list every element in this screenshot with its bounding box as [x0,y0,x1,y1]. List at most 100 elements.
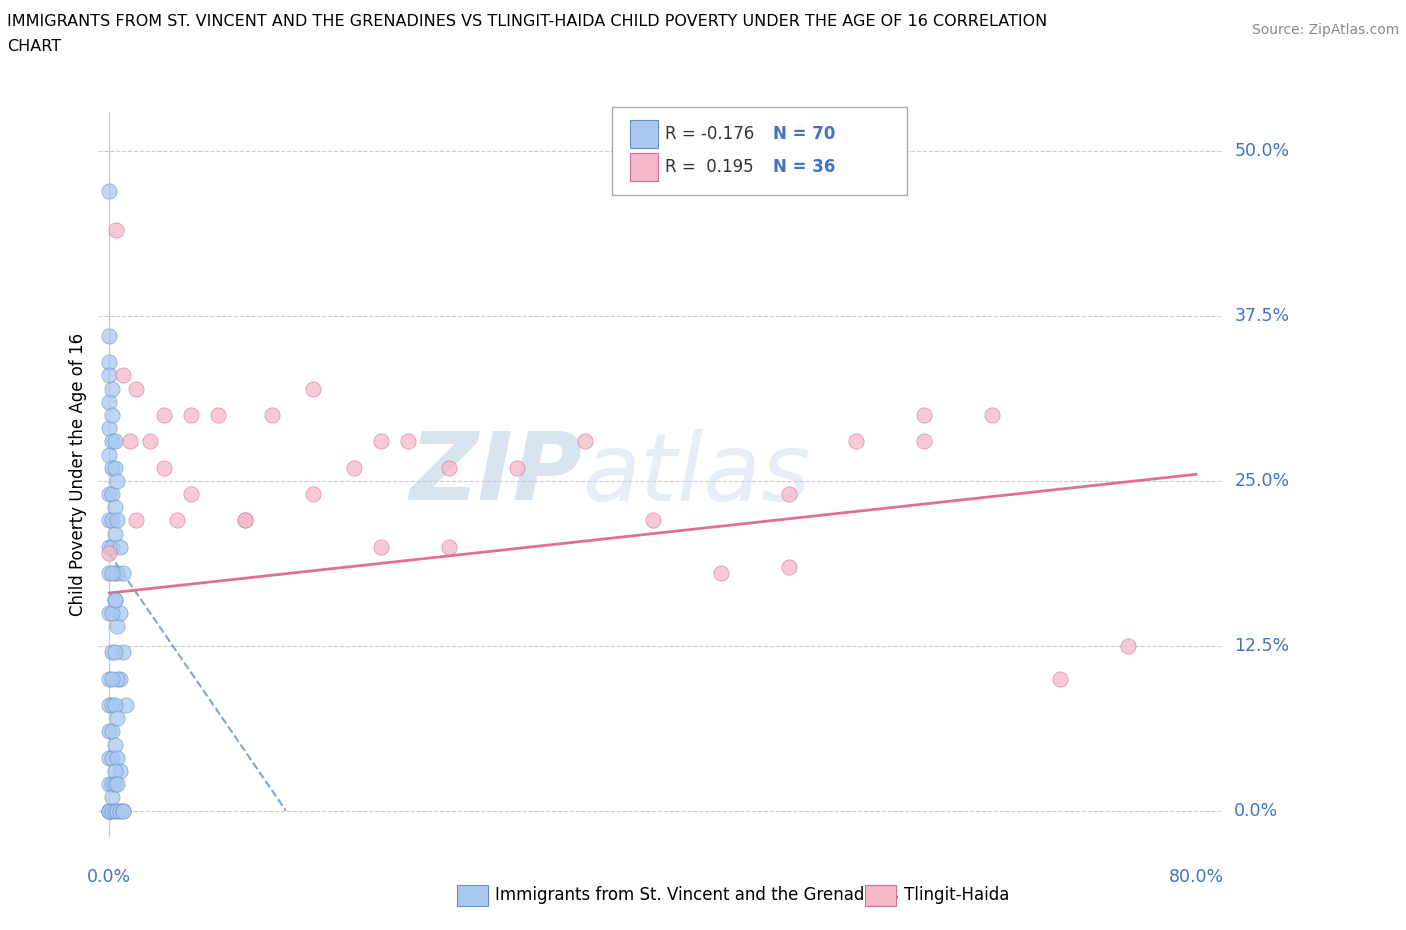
Text: N = 70: N = 70 [773,125,835,143]
Point [104,565,127,580]
Point [98,698,121,712]
Point [104,592,127,607]
Point [710,565,733,580]
Point [98,513,121,528]
Point [101,804,124,818]
Point [114,698,136,712]
Point [107,618,129,633]
Text: 50.0%: 50.0% [1234,142,1289,160]
Point [233,513,256,528]
Point [98,671,121,686]
Point [108,605,131,620]
Point [302,381,325,396]
Point [104,434,127,449]
Text: 12.5%: 12.5% [1234,637,1289,655]
Point [104,592,127,607]
Point [101,513,124,528]
Text: Tlingit-Haida: Tlingit-Haida [904,885,1010,904]
Point [104,737,127,752]
Point [101,724,124,739]
Text: Source: ZipAtlas.com: Source: ZipAtlas.com [1251,23,1399,37]
Point [207,407,229,422]
Point [98,354,121,369]
Point [111,804,134,818]
Point [98,328,121,343]
Point [98,605,121,620]
Point [125,513,148,528]
Point [107,513,129,528]
Point [1049,671,1071,686]
Text: 25.0%: 25.0% [1234,472,1289,490]
Point [98,183,121,198]
Point [506,460,529,475]
Point [101,605,124,620]
Point [104,777,127,791]
Point [107,777,129,791]
Point [912,434,935,449]
Point [98,724,121,739]
Point [262,407,284,422]
Text: IMMIGRANTS FROM ST. VINCENT AND THE GRENADINES VS TLINGIT-HAIDA CHILD POVERTY UN: IMMIGRANTS FROM ST. VINCENT AND THE GREN… [7,14,1047,29]
Point [778,486,800,501]
Point [101,644,124,659]
Point [166,513,188,528]
Point [574,434,596,449]
Point [101,539,124,554]
Point [778,559,800,574]
Point [180,407,202,422]
Point [98,486,121,501]
Point [1116,638,1139,653]
Text: 0.0%: 0.0% [1234,802,1278,819]
Text: 80.0%: 80.0% [1168,868,1223,885]
Point [107,671,129,686]
Point [101,381,124,396]
Point [108,764,131,778]
Point [152,460,174,475]
Point [107,711,129,725]
Text: N = 36: N = 36 [773,158,835,177]
Point [101,671,124,686]
Point [152,407,174,422]
Text: CHART: CHART [7,39,60,54]
Point [98,394,121,409]
Point [101,434,124,449]
Point [101,777,124,791]
Point [302,486,325,501]
Point [108,539,131,554]
Point [105,223,128,238]
Point [107,565,129,580]
Point [104,804,127,818]
Text: Immigrants from St. Vincent and the Grenadines: Immigrants from St. Vincent and the Gren… [495,885,898,904]
Text: R =  0.195: R = 0.195 [665,158,754,177]
Point [104,526,127,541]
Text: ZIP: ZIP [409,429,582,520]
Point [101,407,124,422]
Point [98,546,121,561]
Point [108,671,131,686]
Point [101,486,124,501]
Point [370,539,392,554]
Point [912,407,935,422]
Point [104,764,127,778]
Point [981,407,1004,422]
Y-axis label: Child Poverty Under the Age of 16: Child Poverty Under the Age of 16 [69,333,87,616]
Point [98,804,121,818]
Point [370,434,392,449]
Point [101,698,124,712]
Point [125,381,148,396]
Point [396,434,419,449]
Point [104,460,127,475]
Point [101,460,124,475]
Point [104,698,127,712]
Point [98,565,121,580]
Point [111,368,134,383]
Point [98,804,121,818]
Point [641,513,664,528]
Point [437,539,460,554]
Point [108,804,131,818]
Point [98,447,121,462]
Point [111,804,134,818]
Point [437,460,460,475]
Text: 0.0%: 0.0% [87,868,131,885]
Point [101,565,124,580]
